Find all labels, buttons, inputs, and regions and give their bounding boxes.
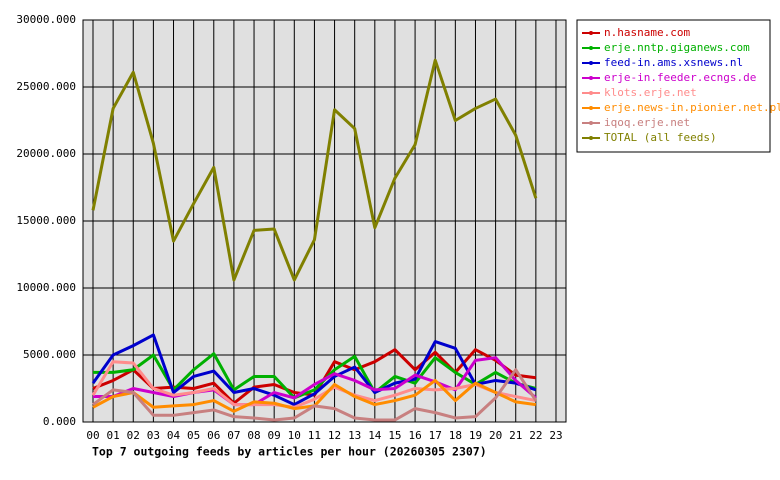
- y-tick-label: 25000.000: [16, 80, 76, 93]
- x-tick-label: 21: [509, 429, 522, 442]
- y-tick-label: 30000.000: [16, 13, 76, 26]
- legend-label: n.hasname.com: [604, 26, 690, 39]
- y-tick-label: 5000.000: [23, 348, 76, 361]
- legend-swatch-dot: [589, 31, 593, 35]
- x-tick-label: 17: [429, 429, 442, 442]
- x-tick-label: 14: [368, 429, 382, 442]
- legend-label: erje-in.feeder.ecngs.de: [604, 71, 756, 84]
- series-line: [92, 368, 538, 422]
- legend-label: iqoq.erje.net: [604, 116, 690, 129]
- x-tick-label: 16: [408, 429, 421, 442]
- x-tick-label: 07: [227, 429, 240, 442]
- x-tick-label: 05: [187, 429, 200, 442]
- series-line: [91, 58, 538, 282]
- legend-label: erje.news-in.pionier.net.pl: [604, 101, 780, 114]
- x-tick-label: 02: [127, 429, 140, 442]
- y-tick-label: 20000.000: [16, 147, 76, 160]
- y-tick-label: 0.000: [43, 415, 76, 428]
- legend-box: [576, 19, 771, 153]
- x-tick-label: 03: [147, 429, 160, 442]
- legend-label: erje.nntp.giganews.com: [604, 41, 750, 54]
- x-tick-label: 08: [247, 429, 260, 442]
- x-tick-label: 18: [449, 429, 462, 442]
- x-tick-label: 23: [549, 429, 562, 442]
- x-tick-label: 15: [388, 429, 401, 442]
- x-tick-label: 04: [167, 429, 181, 442]
- x-tick-label: 19: [469, 429, 482, 442]
- legend-swatch-dot: [589, 136, 593, 140]
- legend-label: feed-in.ams.xsnews.nl: [604, 56, 743, 69]
- y-tick-label: 10000.000: [16, 281, 76, 294]
- x-tick-label: 09: [268, 429, 281, 442]
- legend-swatch-dot: [589, 121, 593, 125]
- x-tick-label: 06: [207, 429, 220, 442]
- x-tick-label: 12: [328, 429, 341, 442]
- x-tick-label: 00: [86, 429, 99, 442]
- legend-swatch-dot: [589, 76, 593, 80]
- legend-label: TOTAL (all feeds): [604, 131, 717, 144]
- legend-swatch-dot: [589, 106, 593, 110]
- x-tick-label: 11: [308, 429, 321, 442]
- series-line: [91, 360, 537, 409]
- x-tick-label: 01: [107, 429, 120, 442]
- x-tick-label: 10: [288, 429, 301, 442]
- series-line: [91, 333, 537, 407]
- legend-swatch-dot: [589, 46, 593, 50]
- y-tick-label: 15000.000: [16, 214, 76, 227]
- legend-swatch-dot: [589, 61, 593, 65]
- series-line: [93, 352, 537, 400]
- legend-label: klots.erje.net: [604, 86, 697, 99]
- legend-swatch-dot: [589, 91, 593, 95]
- x-tick-label: 20: [489, 429, 502, 442]
- caption: Top 7 outgoing feeds by articles per hou…: [92, 445, 487, 459]
- x-tick-label: 22: [529, 429, 542, 442]
- x-tick-label: 13: [348, 429, 361, 442]
- series-line: [93, 356, 537, 407]
